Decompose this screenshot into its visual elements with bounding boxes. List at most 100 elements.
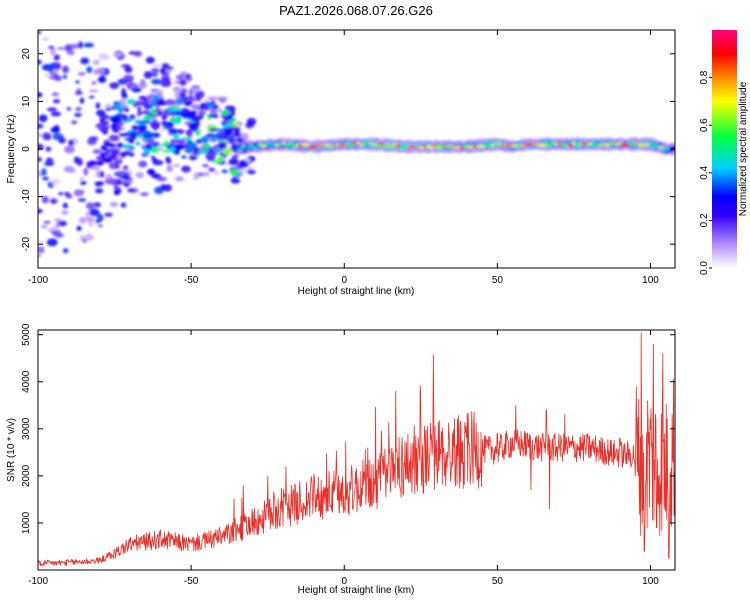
spectrogram-blob bbox=[66, 50, 75, 55]
snr-x-axis: -100 -50 0 50 100 bbox=[28, 330, 659, 587]
spectrogram-blob bbox=[62, 74, 68, 79]
spectrogram-blob bbox=[51, 178, 61, 186]
spectrogram-blob bbox=[150, 155, 156, 160]
ridge-core bbox=[665, 147, 671, 151]
spectrogram-blob bbox=[136, 130, 143, 136]
ridge-core bbox=[624, 143, 631, 147]
spectrogram-y-tick-label: -10 bbox=[21, 189, 32, 204]
spectrogram-blob bbox=[75, 106, 82, 112]
spectrogram-blob bbox=[92, 59, 100, 65]
spectrogram-blob bbox=[166, 164, 173, 173]
spectrogram-blob bbox=[51, 199, 56, 204]
snr-background bbox=[38, 330, 675, 570]
spectrogram-blob bbox=[55, 223, 60, 228]
ridge-core bbox=[426, 145, 432, 149]
spectrogram-blob bbox=[151, 78, 162, 85]
spectrogram-blob bbox=[48, 45, 55, 50]
ridge-core bbox=[318, 143, 324, 147]
ridge-core bbox=[356, 141, 360, 145]
spectrogram-blob bbox=[119, 151, 126, 158]
spectrogram-blob bbox=[212, 113, 219, 119]
spectrogram-blob bbox=[57, 46, 65, 50]
spectrogram-blob bbox=[145, 143, 153, 150]
spectrogram-blob bbox=[64, 145, 75, 154]
spectrogram-blob bbox=[76, 88, 82, 96]
ridge-core bbox=[571, 141, 576, 145]
spectrogram-blob bbox=[74, 159, 81, 165]
spectrogram-blob bbox=[95, 102, 101, 109]
spectrogram-blob bbox=[85, 202, 95, 210]
spectrogram-blob bbox=[166, 121, 175, 128]
spectrogram-x-tick-label: 50 bbox=[492, 275, 504, 286]
spectrogram-blob bbox=[129, 114, 136, 120]
spectrogram-blob bbox=[113, 190, 119, 196]
spectrogram-blob bbox=[43, 162, 54, 166]
spectrogram-blob bbox=[217, 128, 225, 132]
spectrogram-blob bbox=[162, 184, 173, 192]
spectrogram-blob bbox=[174, 143, 186, 150]
ridge-core bbox=[419, 146, 425, 150]
spectrogram-blob bbox=[170, 138, 180, 144]
ridge-core bbox=[275, 143, 279, 147]
spectrogram-blob bbox=[46, 107, 57, 112]
ridge-core bbox=[288, 142, 294, 146]
ridge-core bbox=[578, 142, 583, 146]
spectrogram-blob bbox=[91, 80, 97, 86]
spectrogram-blob bbox=[217, 108, 223, 113]
spectrogram-blob bbox=[190, 110, 198, 115]
spectrogram-blob bbox=[74, 112, 82, 118]
spectrogram-blob bbox=[246, 169, 256, 175]
colorbar-tick-label: 0.6 bbox=[699, 118, 710, 132]
ridge-core bbox=[567, 143, 574, 147]
spectrogram-blob bbox=[45, 146, 52, 152]
ridge-core bbox=[352, 142, 358, 146]
spectrogram-blob bbox=[108, 134, 120, 142]
spectrogram-blob bbox=[205, 154, 215, 159]
spectrogram-blob bbox=[105, 174, 113, 180]
spectrogram-blob bbox=[105, 107, 112, 111]
spectrogram-blob bbox=[152, 72, 158, 77]
spectrogram-blob bbox=[135, 171, 145, 179]
spectrogram-blob bbox=[104, 212, 113, 217]
spectrogram-blob bbox=[172, 86, 182, 93]
spectrogram-blob bbox=[135, 141, 141, 146]
spectrogram-blob bbox=[231, 154, 239, 159]
spectrogram-x-axis: -100 -50 0 50 100 bbox=[28, 30, 659, 286]
spectrogram-blob bbox=[159, 128, 166, 133]
colorbar-ticks: 0.0 0.2 0.4 0.6 0.8 bbox=[699, 70, 712, 275]
spectrogram-blob bbox=[195, 129, 201, 137]
spectrogram-blob bbox=[38, 132, 42, 138]
spectrogram-blob bbox=[40, 224, 48, 229]
spectrogram-blob bbox=[111, 178, 116, 187]
spectrogram-blob bbox=[43, 220, 51, 224]
colorbar-label: Normalized spectral amplitude bbox=[738, 81, 749, 216]
spectrogram-blob bbox=[58, 192, 64, 196]
spectrogram-blob bbox=[189, 103, 201, 109]
spectrogram-blob bbox=[223, 123, 232, 128]
spectrogram-blob bbox=[245, 158, 251, 163]
ridge-core bbox=[378, 142, 385, 146]
spectrogram-blob bbox=[185, 76, 193, 81]
ridge-core bbox=[382, 144, 388, 148]
spectrogram-blob bbox=[149, 121, 161, 127]
spectrogram-blob bbox=[121, 88, 126, 96]
spectrogram-blob bbox=[100, 54, 111, 61]
spectrogram-blob bbox=[108, 154, 118, 160]
ridge-core bbox=[657, 145, 665, 149]
spectrogram-blob bbox=[50, 126, 60, 134]
ridge-core bbox=[254, 145, 260, 149]
spectrogram-blob bbox=[83, 42, 95, 48]
spectrogram-blob bbox=[164, 140, 170, 146]
snr-y-label: SNR (10 * v/v) bbox=[6, 418, 17, 482]
spectrogram-blob bbox=[228, 158, 239, 166]
spectrogram-blob bbox=[200, 135, 210, 142]
spectrogram-blob bbox=[168, 106, 177, 112]
spectrogram-blob bbox=[51, 92, 60, 97]
spectrogram-blob bbox=[41, 132, 52, 140]
spectrogram-blob bbox=[126, 188, 136, 193]
spectrogram-blob bbox=[110, 116, 120, 124]
spectrogram-blob bbox=[161, 63, 170, 68]
spectrogram-blob bbox=[124, 108, 130, 113]
spectrogram-blob bbox=[221, 147, 233, 155]
spectrogram-blob bbox=[62, 65, 69, 74]
